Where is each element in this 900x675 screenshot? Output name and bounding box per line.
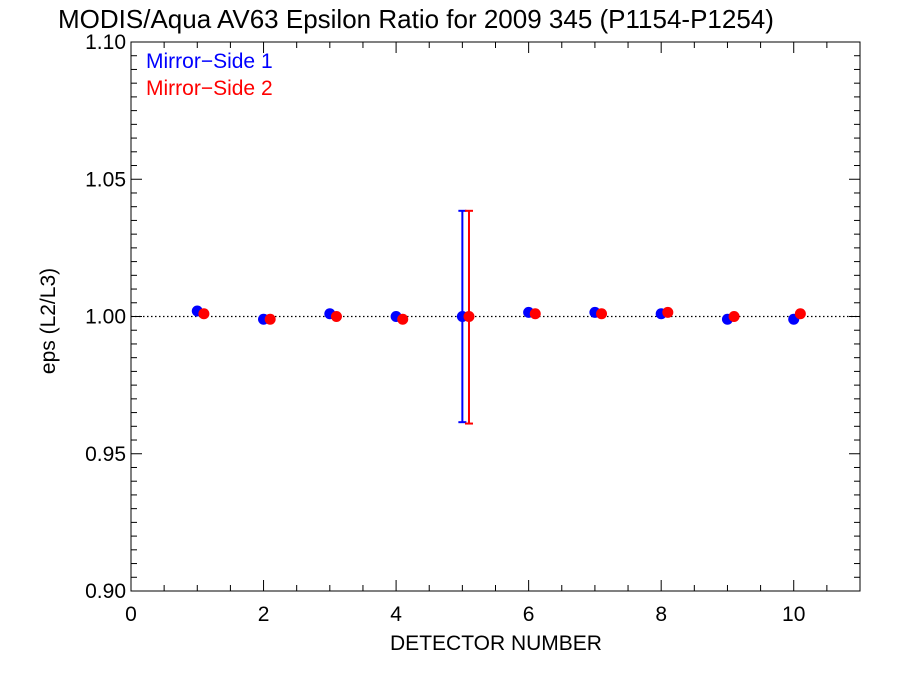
data-point-series-2 [463, 311, 475, 322]
axis-ticks [130, 41, 861, 592]
chart-title: MODIS/Aqua AV63 Epsilon Ratio for 2009 3… [58, 4, 774, 34]
y-tick-label: 1.05 [85, 168, 126, 191]
data-points [191, 305, 806, 325]
legend-entry-1: Mirror−Side 1 [146, 50, 273, 73]
data-point-series-2 [330, 311, 342, 322]
data-point-series-2 [728, 311, 740, 322]
data-point-series-2 [529, 308, 541, 320]
x-tick-label: 2 [258, 603, 270, 626]
x-tick-label: 0 [125, 603, 137, 626]
y-tick-label: 0.90 [85, 580, 126, 603]
data-point-series-2 [397, 313, 409, 325]
y-tick-label: 1.10 [85, 31, 126, 54]
data-point-series-2 [596, 308, 608, 320]
x-axis-label: DETECTOR NUMBER [390, 632, 602, 655]
data-point-series-2 [794, 308, 806, 320]
x-tick-label: 6 [523, 603, 535, 626]
x-tick-label: 10 [782, 603, 805, 626]
x-tick-label: 4 [390, 603, 402, 626]
data-point-series-2 [198, 308, 210, 320]
tick-labels: 0 2 4 6 8 10 0.90 0.95 1.00 1.05 1.10 [85, 31, 805, 626]
legend: Mirror−Side 1 Mirror−Side 2 [146, 50, 273, 100]
data-point-series-2 [662, 306, 674, 318]
y-tick-label: 0.95 [85, 443, 126, 466]
data-point-series-2 [264, 313, 276, 325]
y-tick-label: 1.00 [85, 306, 126, 329]
legend-entry-2: Mirror−Side 2 [146, 77, 273, 100]
y-axis-label: eps (L2/L3) [37, 268, 60, 374]
x-tick-label: 8 [655, 603, 667, 626]
